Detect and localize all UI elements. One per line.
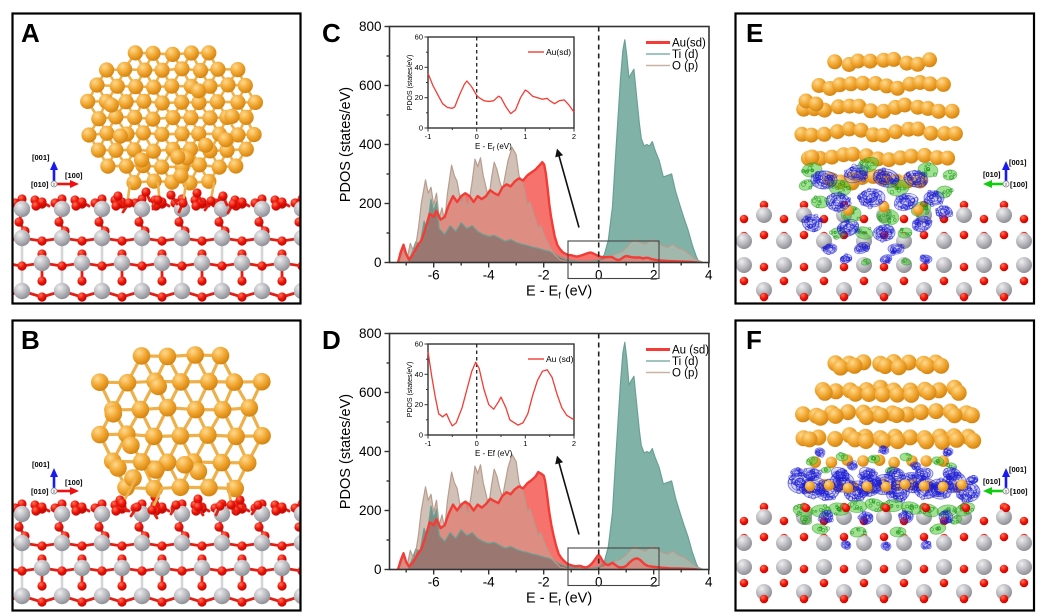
svg-text:O (p): O (p) (672, 368, 698, 380)
svg-text:600: 600 (359, 385, 382, 400)
svg-text:20: 20 (415, 400, 423, 409)
svg-text:-2: -2 (538, 575, 550, 590)
svg-text:[010]: [010] (31, 180, 49, 189)
svg-text:2: 2 (650, 575, 658, 590)
svg-text:[001]: [001] (32, 460, 50, 469)
svg-text:E - Ef (eV): E - Ef (eV) (475, 142, 512, 153)
svg-text:-2: -2 (538, 268, 550, 283)
svg-text:x: x (1004, 489, 1008, 496)
svg-text:Au(sd): Au(sd) (672, 38, 706, 50)
svg-text:PDOS (states/eV): PDOS (states/eV) (338, 87, 354, 202)
svg-text:2: 2 (572, 132, 576, 141)
svg-text:-6: -6 (428, 575, 440, 590)
svg-text:0: 0 (595, 268, 603, 283)
svg-text:[100]: [100] (1010, 487, 1028, 496)
svg-text:20: 20 (415, 93, 423, 102)
svg-text:[001]: [001] (32, 153, 50, 162)
svg-text:E - Ef (eV): E - Ef (eV) (475, 449, 513, 458)
svg-text:-4: -4 (483, 268, 495, 283)
svg-text:40: 40 (415, 370, 423, 379)
svg-text:200: 200 (359, 196, 382, 211)
svg-text:Au (sd): Au (sd) (546, 354, 574, 364)
svg-text:400: 400 (359, 137, 382, 152)
svg-text:Au(sd): Au(sd) (546, 47, 571, 57)
svg-text:Ti (d): Ti (d) (672, 49, 699, 61)
svg-text:F: F (746, 325, 762, 355)
svg-text:-1: -1 (425, 132, 432, 141)
svg-text:[100]: [100] (65, 171, 83, 180)
svg-text:40: 40 (415, 63, 423, 72)
svg-text:C: C (322, 18, 341, 48)
svg-text:O (p): O (p) (672, 61, 698, 73)
svg-text:0: 0 (419, 124, 423, 133)
svg-text:0: 0 (374, 562, 382, 577)
svg-text:B: B (21, 325, 40, 355)
svg-text:x: x (1004, 182, 1008, 189)
svg-text:4: 4 (705, 268, 713, 283)
svg-text:E: E (746, 18, 763, 48)
svg-text:[001]: [001] (1009, 465, 1027, 474)
svg-text:-1: -1 (425, 439, 432, 448)
svg-text:x: x (52, 182, 56, 189)
svg-text:x: x (52, 489, 56, 496)
svg-text:1: 1 (523, 439, 527, 448)
svg-text:A: A (21, 18, 40, 48)
svg-text:PDOS (states/eV): PDOS (states/eV) (338, 394, 354, 509)
svg-text:0: 0 (374, 255, 382, 270)
svg-text:Au (sd): Au (sd) (672, 345, 709, 357)
svg-text:400: 400 (359, 444, 382, 459)
svg-text:E - Ef (eV): E - Ef (eV) (526, 284, 592, 301)
svg-text:-4: -4 (483, 575, 495, 590)
svg-text:1: 1 (523, 132, 527, 141)
svg-text:2: 2 (572, 439, 576, 448)
svg-text:800: 800 (359, 326, 382, 341)
svg-text:-6: -6 (428, 268, 440, 283)
svg-text:600: 600 (359, 78, 382, 93)
svg-text:60: 60 (415, 33, 423, 42)
svg-text:E - Ef (eV): E - Ef (eV) (526, 591, 592, 608)
svg-text:[010]: [010] (31, 487, 49, 496)
svg-text:60: 60 (415, 340, 423, 349)
svg-text:0: 0 (475, 439, 479, 448)
svg-text:0: 0 (595, 575, 603, 590)
svg-text:2: 2 (650, 268, 658, 283)
svg-text:[100]: [100] (1010, 180, 1028, 189)
svg-text:PDOS (states/eV): PDOS (states/eV) (407, 362, 414, 418)
svg-text:0: 0 (475, 132, 479, 141)
svg-text:200: 200 (359, 503, 382, 518)
svg-text:0: 0 (419, 431, 423, 440)
svg-text:PDOS (states/eV): PDOS (states/eV) (407, 55, 414, 111)
svg-text:[100]: [100] (65, 478, 83, 487)
svg-text:4: 4 (705, 575, 713, 590)
svg-text:[010]: [010] (983, 170, 1001, 179)
svg-text:Ti (d): Ti (d) (672, 356, 699, 368)
svg-text:800: 800 (359, 19, 382, 34)
svg-text:[001]: [001] (1009, 158, 1027, 167)
svg-text:[010]: [010] (983, 477, 1001, 486)
svg-text:D: D (322, 325, 341, 355)
